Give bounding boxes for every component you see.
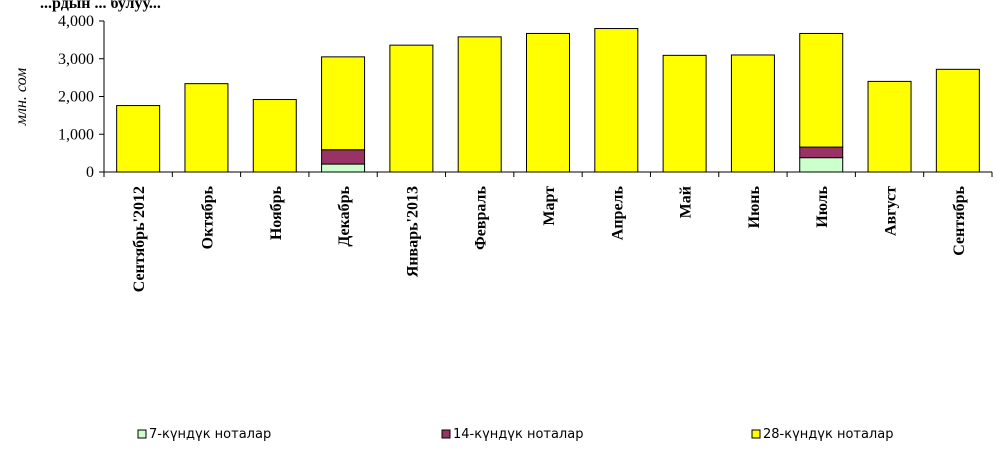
x-tick-label: Июль (814, 185, 831, 227)
bar-segment (799, 146, 844, 159)
chart-title: ...рдын ... булуу... (40, 0, 161, 12)
bar-segment (594, 28, 639, 173)
x-tick-label: Сентябрь'2012 (131, 186, 148, 292)
x-tick-label: Декабрь (336, 185, 353, 246)
legend-label: 14-күндүк ноталар (453, 427, 583, 442)
x-tick-label: Октябрь (199, 185, 216, 249)
bar-segment (389, 44, 434, 173)
bar-segment (321, 163, 366, 173)
legend-swatch (137, 429, 147, 439)
legend-label: 7-күндүк ноталар (149, 427, 271, 442)
bar-segment (662, 54, 707, 173)
x-tick-label: Апрель (609, 185, 626, 240)
x-tick-label: Ноябрь (268, 185, 285, 240)
bar-segment (321, 149, 366, 165)
bar-segment (526, 32, 570, 173)
y-axis-label: млн. сом (13, 68, 30, 126)
x-tick-label: Июнь (746, 185, 763, 228)
bar-segment (116, 105, 161, 173)
y-tick-label: 2,000 (58, 89, 94, 106)
x-axis-ticks: Сентябрь'2012 Октябрь Ноябрь Декабрь Январь'… (103, 172, 993, 292)
bar-segment (184, 83, 229, 173)
y-axis-ticks: 0 1,000 2,000 3,000 4,000 (58, 13, 104, 181)
x-tick-label: Август (883, 186, 900, 236)
legend-swatch (751, 429, 761, 439)
y-tick-label: 3,000 (58, 51, 94, 68)
legend: 7-күндүк ноталар 14-күндүк ноталар 28-күнд… (137, 427, 893, 442)
y-tick-label: 0 (86, 164, 94, 181)
bar-segment (457, 36, 502, 173)
bar-segment (321, 56, 366, 151)
bar-segment (935, 68, 980, 173)
x-tick-label: Сентябрь (951, 185, 968, 255)
bars (116, 28, 980, 173)
y-tick-label: 1,000 (58, 126, 94, 143)
x-tick-label: Май (678, 186, 695, 218)
legend-label: 28-күндүк ноталар (763, 427, 893, 442)
bar-segment (799, 157, 844, 173)
legend-swatch (441, 429, 451, 439)
y-tick-label: 4,000 (58, 13, 94, 30)
bar-segment (730, 54, 775, 173)
bar-segment (867, 80, 912, 173)
bar-segment (252, 99, 297, 173)
bar-segment (799, 32, 844, 148)
x-tick-label: Январь'2013 (404, 186, 421, 277)
x-tick-label: Март (541, 186, 558, 226)
x-tick-label: Февраль (473, 185, 490, 250)
